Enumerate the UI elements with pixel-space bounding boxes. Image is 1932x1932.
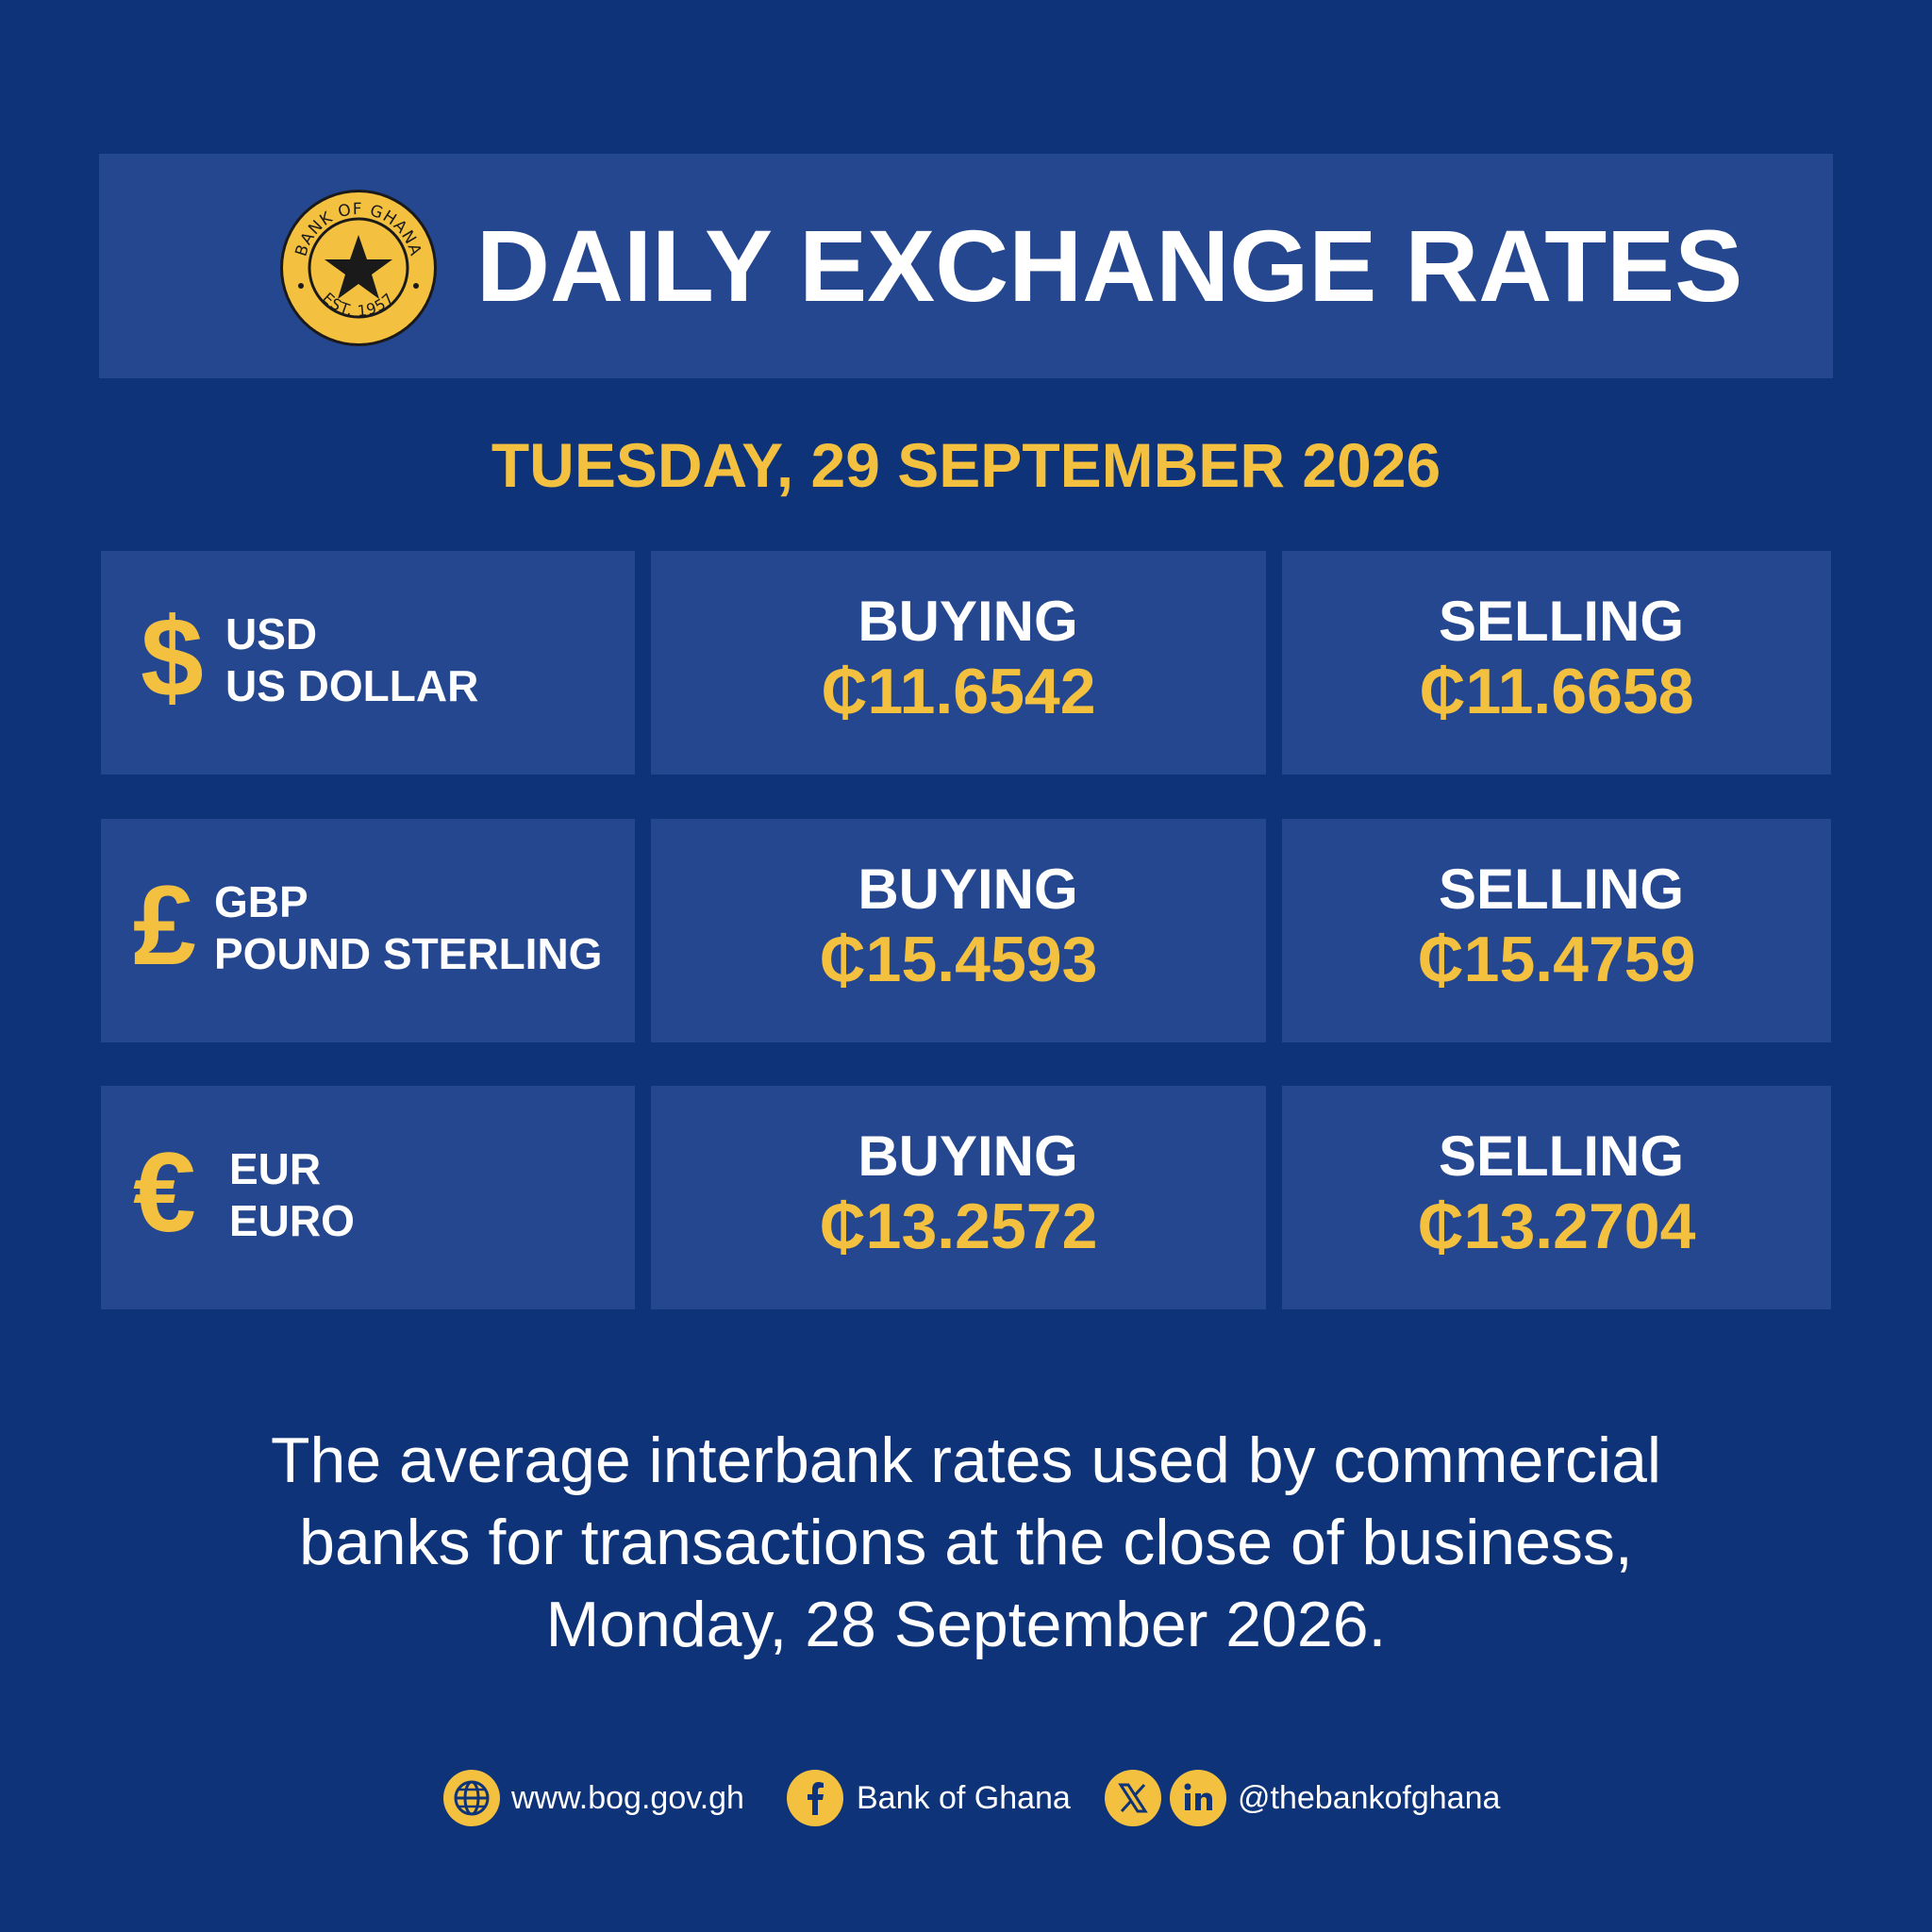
social-handle[interactable]: @thebankofghana bbox=[1238, 1780, 1501, 1816]
selling-cell-gbp: SELLING ₵15.4759 bbox=[1282, 819, 1831, 1042]
buying-rate: ₵15.4593 bbox=[819, 924, 1098, 995]
buying-label: BUYING bbox=[858, 858, 1078, 921]
selling-cell-usd: SELLING ₵11.6658 bbox=[1282, 551, 1831, 774]
selling-label: SELLING bbox=[1438, 858, 1684, 921]
bank-of-ghana-seal-logo: BANK OF GHANA EST. 1957 bbox=[278, 188, 439, 348]
buying-rate: ₵13.2572 bbox=[819, 1191, 1098, 1262]
selling-label: SELLING bbox=[1438, 590, 1684, 653]
rates-date: TUESDAY, 29 SEPTEMBER 2026 bbox=[491, 430, 1441, 500]
currency-code: USD bbox=[225, 609, 318, 658]
facebook-link[interactable]: Bank of Ghana bbox=[857, 1780, 1071, 1816]
rates-footnote: The average interbank rates used by comm… bbox=[0, 1420, 1932, 1666]
selling-label: SELLING bbox=[1438, 1124, 1684, 1188]
header-banner: BANK OF GHANA EST. 1957 DAILY EXCHANGE R… bbox=[99, 154, 1833, 378]
currency-name: US DOLLAR bbox=[225, 661, 479, 710]
currency-code: GBP bbox=[214, 877, 308, 926]
x-icon[interactable] bbox=[1105, 1770, 1161, 1826]
selling-rate: ₵13.2704 bbox=[1417, 1191, 1696, 1262]
selling-rate: ₵15.4759 bbox=[1417, 924, 1696, 995]
footnote-line: banks for transactions at the close of b… bbox=[299, 1507, 1633, 1578]
footnote-line: The average interbank rates used by comm… bbox=[270, 1424, 1662, 1496]
buying-cell-usd: BUYING ₵11.6542 bbox=[651, 551, 1266, 774]
buying-cell-eur: BUYING ₵13.2572 bbox=[651, 1086, 1266, 1309]
currency-name: POUND STERLING bbox=[214, 929, 603, 978]
currency-cell-eur: € EUR EURO bbox=[101, 1086, 635, 1309]
euro-icon: € bbox=[133, 1129, 196, 1256]
facebook-icon[interactable] bbox=[787, 1770, 843, 1826]
buying-label: BUYING bbox=[858, 590, 1078, 653]
website-link[interactable]: www.bog.gov.gh bbox=[511, 1780, 744, 1816]
currency-name: EURO bbox=[229, 1196, 355, 1245]
social-footer: www.bog.gov.gh Bank of Ghana @thebankofg… bbox=[0, 1770, 1932, 1828]
globe-icon bbox=[443, 1770, 500, 1826]
page-title: DAILY EXCHANGE RATES bbox=[476, 208, 1743, 323]
buying-rate: ₵11.6542 bbox=[821, 656, 1096, 727]
pound-icon: £ bbox=[133, 862, 196, 989]
buying-cell-gbp: BUYING ₵15.4593 bbox=[651, 819, 1266, 1042]
selling-rate: ₵11.6658 bbox=[1419, 656, 1694, 727]
selling-cell-eur: SELLING ₵13.2704 bbox=[1282, 1086, 1831, 1309]
footnote-line: Monday, 28 September 2026. bbox=[545, 1589, 1387, 1660]
currency-cell-gbp: £ GBP POUND STERLING bbox=[101, 819, 635, 1042]
linkedin-icon[interactable] bbox=[1170, 1770, 1226, 1826]
currency-cell-usd: $ USD US DOLLAR bbox=[101, 551, 635, 774]
dollar-icon: $ bbox=[141, 594, 204, 721]
currency-code: EUR bbox=[229, 1144, 322, 1193]
buying-label: BUYING bbox=[858, 1124, 1078, 1188]
